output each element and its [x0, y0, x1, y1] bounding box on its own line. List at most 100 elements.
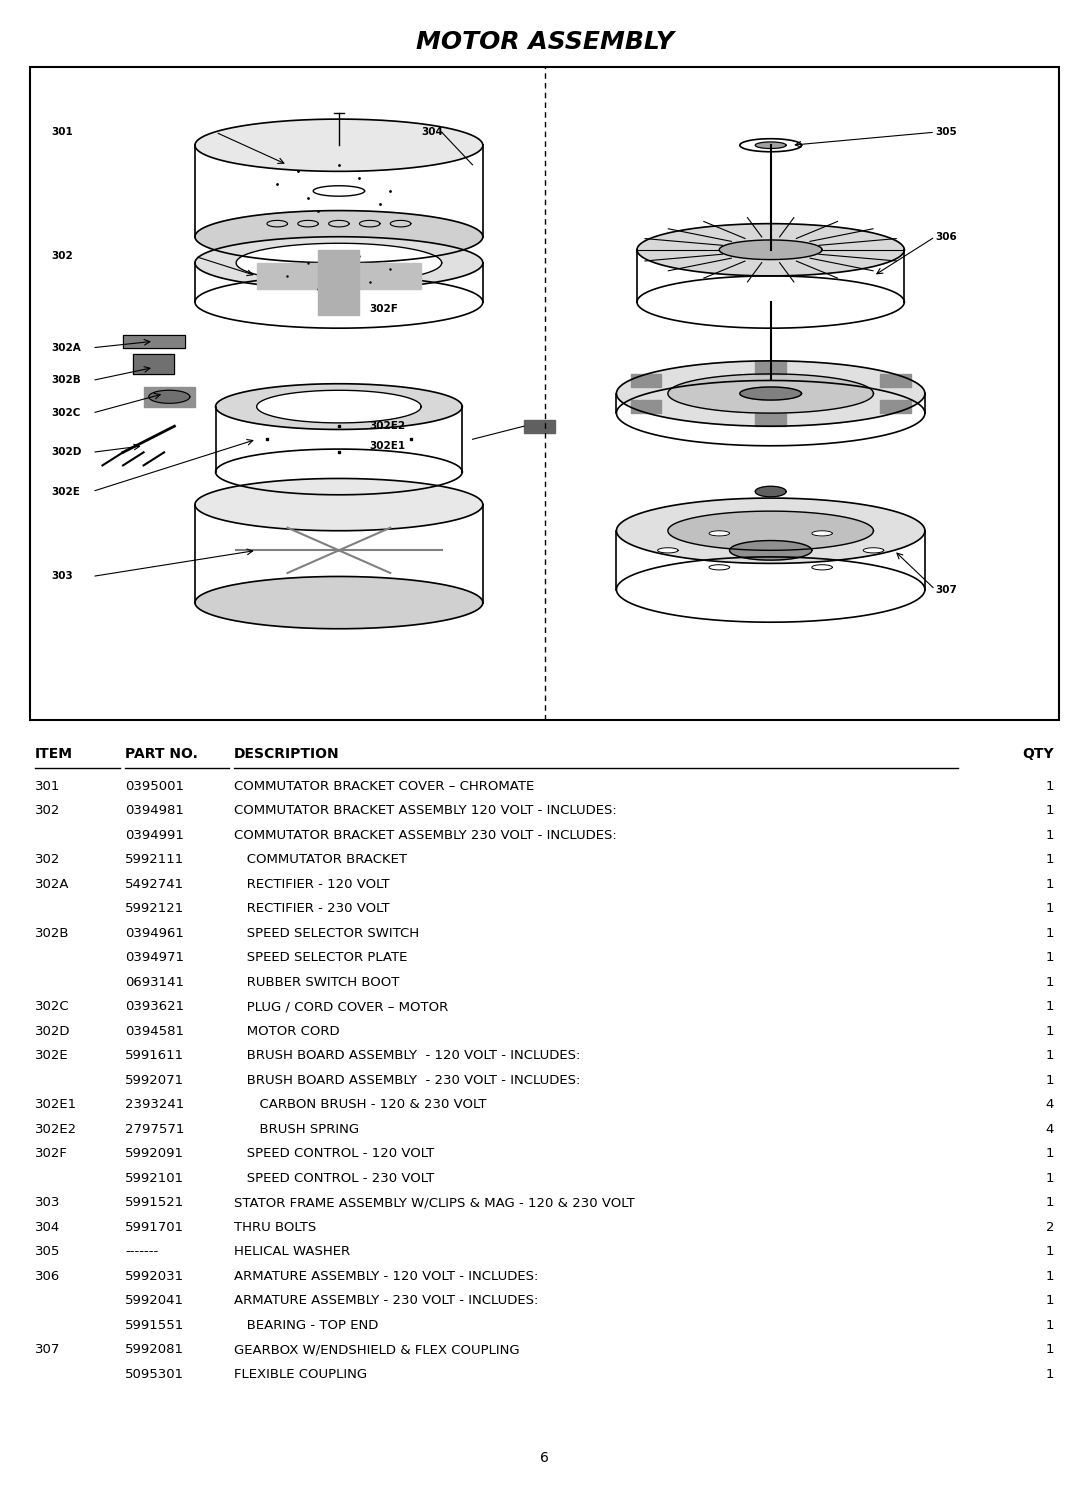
Polygon shape — [616, 361, 925, 426]
Polygon shape — [709, 530, 730, 536]
Polygon shape — [631, 374, 661, 388]
Text: 0394991: 0394991 — [125, 829, 184, 842]
Text: COMMUTATOR BRACKET COVER – CHROMATE: COMMUTATOR BRACKET COVER – CHROMATE — [234, 780, 535, 793]
Text: 1: 1 — [1045, 1319, 1054, 1332]
Text: 302: 302 — [51, 251, 73, 261]
Text: 1: 1 — [1045, 1197, 1054, 1209]
Text: 302B: 302B — [35, 927, 70, 940]
Text: 5992081: 5992081 — [125, 1342, 184, 1356]
Polygon shape — [730, 541, 811, 560]
Text: 1: 1 — [1045, 1368, 1054, 1381]
Text: 5992031: 5992031 — [125, 1270, 184, 1283]
Text: 1: 1 — [1045, 852, 1054, 866]
Text: 307: 307 — [35, 1342, 60, 1356]
Text: 5992101: 5992101 — [125, 1172, 184, 1185]
Text: SPEED CONTROL - 230 VOLT: SPEED CONTROL - 230 VOLT — [234, 1172, 435, 1185]
Text: 302: 302 — [35, 852, 60, 866]
Text: 1: 1 — [1045, 780, 1054, 793]
Text: BRUSH BOARD ASSEMBLY  - 120 VOLT - INCLUDES:: BRUSH BOARD ASSEMBLY - 120 VOLT - INCLUD… — [234, 1048, 580, 1062]
Text: 301: 301 — [51, 128, 73, 137]
Text: 1: 1 — [1045, 976, 1054, 989]
Polygon shape — [811, 564, 832, 570]
Text: RECTIFIER - 230 VOLT: RECTIFIER - 230 VOLT — [234, 901, 390, 915]
Text: 1: 1 — [1045, 829, 1054, 842]
Text: 304: 304 — [421, 128, 443, 137]
Text: 302F: 302F — [35, 1146, 68, 1160]
Polygon shape — [880, 374, 910, 388]
Bar — [30, 67, 1059, 720]
Polygon shape — [637, 224, 904, 276]
Polygon shape — [719, 241, 822, 260]
Text: ITEM: ITEM — [35, 747, 73, 760]
Text: 0394981: 0394981 — [125, 805, 184, 817]
Polygon shape — [236, 244, 442, 282]
Polygon shape — [195, 236, 482, 290]
Polygon shape — [524, 420, 554, 432]
Text: COMMUTATOR BRACKET ASSEMBLY 120 VOLT - INCLUDES:: COMMUTATOR BRACKET ASSEMBLY 120 VOLT - I… — [234, 805, 616, 817]
Text: 302B: 302B — [51, 376, 81, 386]
Text: 0393621: 0393621 — [125, 1001, 184, 1013]
Text: QTY: QTY — [1023, 747, 1054, 760]
Text: COMMUTATOR BRACKET: COMMUTATOR BRACKET — [234, 852, 407, 866]
Text: 305: 305 — [35, 1244, 60, 1258]
Text: 303: 303 — [51, 572, 73, 582]
Text: GEARBOX W/ENDSHIELD & FLEX COUPLING: GEARBOX W/ENDSHIELD & FLEX COUPLING — [234, 1342, 519, 1356]
Text: CARBON BRUSH - 120 & 230 VOLT: CARBON BRUSH - 120 & 230 VOLT — [234, 1099, 487, 1111]
Polygon shape — [257, 391, 421, 423]
Text: 2393241: 2393241 — [125, 1099, 184, 1111]
Text: 4: 4 — [1045, 1099, 1054, 1111]
Text: BRUSH SPRING: BRUSH SPRING — [234, 1123, 359, 1136]
Text: STATOR FRAME ASSEMBLY W/CLIPS & MAG - 120 & 230 VOLT: STATOR FRAME ASSEMBLY W/CLIPS & MAG - 12… — [234, 1197, 635, 1209]
Text: 0394581: 0394581 — [125, 1025, 184, 1038]
Polygon shape — [864, 548, 884, 552]
Text: RECTIFIER - 120 VOLT: RECTIFIER - 120 VOLT — [234, 878, 390, 891]
Text: SPEED SELECTOR PLATE: SPEED SELECTOR PLATE — [234, 952, 407, 964]
Polygon shape — [739, 138, 802, 151]
Text: 305: 305 — [935, 128, 957, 137]
Text: PART NO.: PART NO. — [125, 747, 198, 760]
Text: ARMATURE ASSEMBLY - 120 VOLT - INCLUDES:: ARMATURE ASSEMBLY - 120 VOLT - INCLUDES: — [234, 1270, 538, 1283]
Text: 1: 1 — [1045, 927, 1054, 940]
Text: 0394961: 0394961 — [125, 927, 184, 940]
Text: 1: 1 — [1045, 1146, 1054, 1160]
Text: 306: 306 — [935, 232, 957, 242]
Text: 0395001: 0395001 — [125, 780, 184, 793]
Text: 1: 1 — [1045, 1074, 1054, 1087]
Text: 5492741: 5492741 — [125, 878, 184, 891]
Text: 5991521: 5991521 — [125, 1197, 184, 1209]
Text: 5992071: 5992071 — [125, 1074, 184, 1087]
Text: 302E: 302E — [51, 487, 79, 496]
Text: 5992041: 5992041 — [125, 1295, 184, 1307]
Text: THRU BOLTS: THRU BOLTS — [234, 1221, 317, 1234]
Text: 302E: 302E — [35, 1048, 69, 1062]
Polygon shape — [756, 413, 786, 426]
Text: 5991551: 5991551 — [125, 1319, 184, 1332]
Polygon shape — [195, 576, 482, 628]
Text: SPEED CONTROL - 120 VOLT: SPEED CONTROL - 120 VOLT — [234, 1146, 435, 1160]
Polygon shape — [658, 548, 678, 552]
Text: 1: 1 — [1045, 1001, 1054, 1013]
Text: BEARING - TOP END: BEARING - TOP END — [234, 1319, 379, 1332]
Polygon shape — [216, 383, 462, 429]
Text: 302F: 302F — [370, 303, 399, 313]
Text: RUBBER SWITCH BOOT: RUBBER SWITCH BOOT — [234, 976, 400, 989]
Text: 4: 4 — [1045, 1123, 1054, 1136]
Polygon shape — [739, 388, 802, 399]
Polygon shape — [709, 564, 730, 570]
Text: 5992121: 5992121 — [125, 901, 184, 915]
Text: 1: 1 — [1045, 1270, 1054, 1283]
Text: 302: 302 — [35, 805, 60, 817]
Text: 302A: 302A — [51, 343, 81, 353]
Text: 5991701: 5991701 — [125, 1221, 184, 1234]
Text: 6: 6 — [540, 1451, 549, 1466]
Text: 1: 1 — [1045, 901, 1054, 915]
Text: 302D: 302D — [51, 447, 82, 457]
Polygon shape — [123, 334, 185, 347]
Text: MOTOR ASSEMBLY: MOTOR ASSEMBLY — [416, 30, 673, 53]
Text: 302D: 302D — [35, 1025, 71, 1038]
Text: 1: 1 — [1045, 1244, 1054, 1258]
Text: COMMUTATOR BRACKET ASSEMBLY 230 VOLT - INCLUDES:: COMMUTATOR BRACKET ASSEMBLY 230 VOLT - I… — [234, 829, 616, 842]
Polygon shape — [631, 399, 661, 413]
Text: SPEED SELECTOR SWITCH: SPEED SELECTOR SWITCH — [234, 927, 419, 940]
Polygon shape — [149, 391, 189, 404]
